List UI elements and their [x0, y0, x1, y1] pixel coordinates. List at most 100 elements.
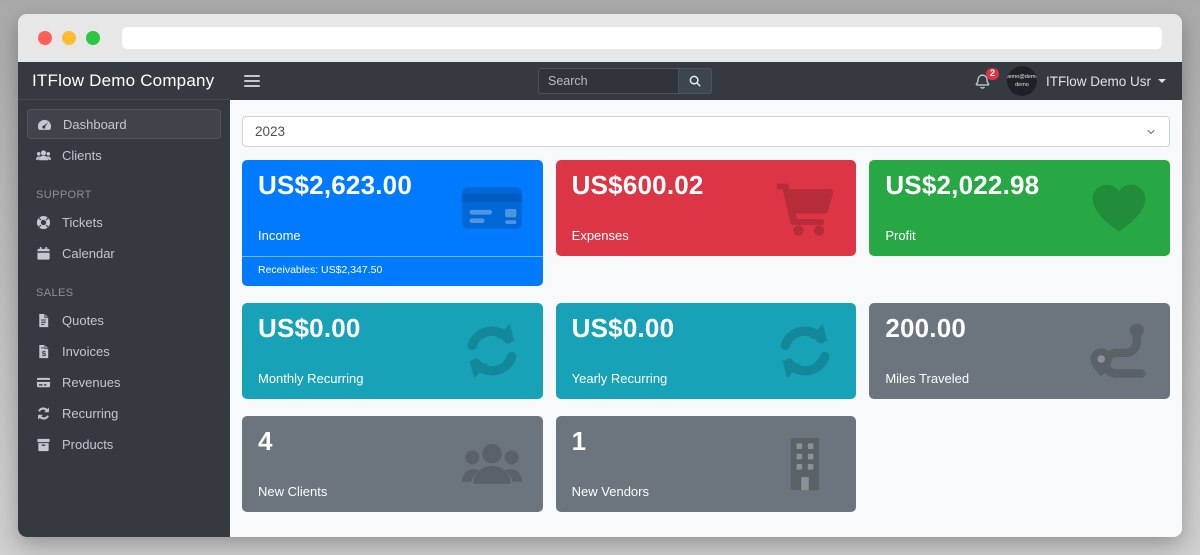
stat-cards-grid: US$2,623.00 Income Receivables: US$2,347.5…	[242, 160, 1170, 512]
sidebar-item-quotes[interactable]: Quotes	[27, 305, 221, 335]
card-label: Profit	[885, 228, 916, 243]
sidebar-item-clients[interactable]: Clients	[27, 140, 221, 170]
card-miles-traveled[interactable]: 200.00 Miles Traveled	[869, 303, 1170, 399]
card-new-clients[interactable]: 4 New Clients	[242, 416, 543, 512]
sync-sm-icon	[36, 406, 51, 421]
card-body: US$0.00 Yearly Recurring	[556, 303, 857, 399]
main-column: 2 demo@demo demo ITFlow Demo Usr 2023 US…	[230, 62, 1182, 537]
card-label: New Vendors	[571, 484, 649, 499]
card-monthly-recurring[interactable]: US$0.00 Monthly Recurring	[242, 303, 543, 399]
search-group	[538, 68, 712, 94]
zoom-window-button[interactable]	[86, 31, 100, 45]
credit-card-sm-icon	[36, 375, 51, 390]
card-expenses[interactable]: US$600.02 Expenses	[555, 160, 857, 256]
card-income[interactable]: US$2,623.00 Income Receivables: US$2,347.5…	[242, 160, 543, 286]
window-controls	[38, 31, 100, 45]
tachometer-icon	[37, 117, 52, 132]
card-value: 200.00	[885, 313, 967, 343]
sidebar-item-label: Recurring	[62, 405, 119, 421]
sidebar: ITFlow Demo Company Dashboard Clients SUPP…	[18, 62, 230, 537]
caret-down-icon[interactable]	[1158, 79, 1166, 83]
close-window-button[interactable]	[38, 31, 52, 45]
card-body: US$2,623.00 Income	[242, 160, 543, 256]
card-label: Monthly Recurring	[258, 371, 364, 386]
card-new-vendors[interactable]: 1 New Vendors	[555, 416, 857, 512]
brand-title[interactable]: ITFlow Demo Company	[18, 62, 230, 100]
file-invoice-icon	[36, 344, 51, 359]
card-value: US$2,022.98	[885, 170, 1040, 200]
year-select-value: 2023	[255, 124, 286, 139]
card-value: US$0.00	[258, 313, 361, 343]
sidebar-item-label: Products	[62, 436, 114, 452]
building-icon	[770, 434, 840, 494]
card-label: Expenses	[571, 228, 629, 243]
card-body: US$0.00 Monthly Recurring	[242, 303, 543, 399]
card-body: 200.00 Miles Traveled	[869, 303, 1170, 399]
card-body: US$600.02 Expenses	[556, 160, 857, 256]
hamburger-menu-icon[interactable]	[244, 75, 260, 87]
search-icon	[688, 74, 702, 88]
sync-icon	[770, 321, 840, 381]
card-footer: Receivables: US$2,347.50	[242, 256, 543, 286]
heart-icon	[1084, 178, 1154, 238]
address-bar[interactable]	[122, 27, 1162, 49]
dashboard-content: 2023 US$2,623.00 Income Receivables: US$2,…	[230, 100, 1182, 537]
card-label: Miles Traveled	[885, 371, 970, 386]
notification-badge: 2	[985, 67, 999, 80]
sidebar-item-label: Quotes	[62, 312, 104, 328]
card-label: New Clients	[258, 484, 328, 499]
shopping-cart-icon	[770, 178, 840, 238]
sidebar-nav: Dashboard Clients SUPPORT Tickets Calendar SA…	[18, 100, 230, 468]
avatar-text: demo@demo	[1006, 73, 1037, 80]
card-value: 1	[571, 426, 587, 456]
card-value: US$2,623.00	[258, 170, 412, 200]
card-label: Yearly Recurring	[571, 371, 668, 386]
sidebar-item-recurring[interactable]: Recurring	[27, 398, 221, 428]
route-icon	[1084, 321, 1154, 381]
credit-card-icon	[457, 178, 527, 238]
calendar-icon	[36, 246, 51, 261]
avatar-text: demo	[1015, 82, 1029, 88]
sidebar-item-revenues[interactable]: Revenues	[27, 367, 221, 397]
sidebar-item-label: Invoices	[62, 343, 110, 359]
card-yearly-recurring[interactable]: US$0.00 Yearly Recurring	[555, 303, 857, 399]
sidebar-item-label: Tickets	[62, 214, 103, 230]
sidebar-item-label: Calendar	[62, 245, 115, 261]
sidebar-item-products[interactable]: Products	[27, 429, 221, 459]
navbar-right: 2 demo@demo demo ITFlow Demo Usr	[974, 66, 1166, 96]
notifications-button[interactable]: 2	[974, 67, 999, 90]
avatar[interactable]: demo@demo demo	[1006, 66, 1037, 96]
card-body: US$2,022.98 Profit	[869, 160, 1170, 256]
users-sm-icon	[36, 148, 51, 163]
box-icon	[36, 437, 51, 452]
top-navbar: 2 demo@demo demo ITFlow Demo Usr	[230, 62, 1182, 100]
sidebar-item-label: Revenues	[62, 374, 121, 390]
sidebar-section-sales: SALES	[36, 287, 74, 299]
minimize-window-button[interactable]	[62, 31, 76, 45]
sync-icon	[457, 321, 527, 381]
sidebar-item-dashboard[interactable]: Dashboard	[27, 109, 221, 139]
sidebar-item-label: Clients	[62, 147, 102, 163]
file-alt-icon	[36, 313, 51, 328]
card-body: 1 New Vendors	[556, 416, 857, 512]
year-select[interactable]: 2023	[242, 116, 1170, 147]
sidebar-item-invoices[interactable]: Invoices	[27, 336, 221, 366]
chevron-down-icon	[1145, 126, 1157, 138]
card-label: Income	[258, 228, 301, 243]
life-ring-icon	[36, 215, 51, 230]
browser-window: ITFlow Demo Company Dashboard Clients SUPP…	[18, 14, 1182, 537]
search-input[interactable]	[538, 68, 678, 94]
browser-titlebar	[18, 14, 1182, 62]
search-button[interactable]	[678, 68, 712, 94]
card-profit[interactable]: US$2,022.98 Profit	[869, 160, 1170, 256]
sidebar-item-label: Dashboard	[63, 116, 127, 132]
card-value: US$0.00	[571, 313, 675, 343]
users-icon	[457, 434, 527, 494]
sidebar-section-support: SUPPORT	[36, 189, 92, 201]
sidebar-item-calendar[interactable]: Calendar	[27, 238, 221, 268]
sidebar-item-tickets[interactable]: Tickets	[27, 207, 221, 237]
app-shell: ITFlow Demo Company Dashboard Clients SUPP…	[18, 62, 1182, 537]
user-menu[interactable]: ITFlow Demo Usr	[1045, 73, 1151, 89]
card-body: 4 New Clients	[242, 416, 543, 512]
card-value: US$600.02	[571, 170, 704, 200]
